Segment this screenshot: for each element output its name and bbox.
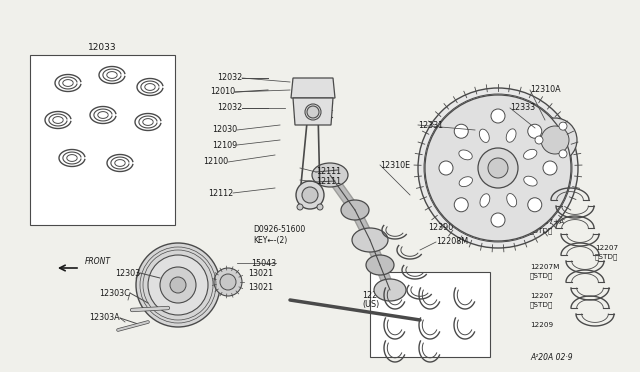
Ellipse shape — [459, 177, 472, 187]
Ellipse shape — [524, 150, 537, 159]
Ellipse shape — [459, 150, 472, 160]
Text: 〈STD〉: 〈STD〉 — [530, 273, 554, 279]
Circle shape — [424, 94, 572, 242]
Text: 12303A: 12303A — [90, 314, 120, 323]
Circle shape — [535, 136, 543, 144]
Text: A²20A 02·9: A²20A 02·9 — [530, 353, 573, 362]
Circle shape — [136, 243, 220, 327]
Ellipse shape — [507, 193, 516, 207]
Ellipse shape — [312, 163, 348, 187]
Circle shape — [559, 150, 567, 158]
Circle shape — [491, 109, 505, 123]
Text: 12207M: 12207M — [530, 264, 559, 270]
Text: 12032: 12032 — [217, 103, 242, 112]
Ellipse shape — [479, 129, 490, 142]
Text: 12209: 12209 — [530, 322, 553, 328]
Ellipse shape — [524, 176, 537, 186]
Text: 12207: 12207 — [595, 245, 618, 251]
Text: 12033: 12033 — [88, 44, 116, 52]
Text: 12310E: 12310E — [380, 160, 410, 170]
Text: 15043: 15043 — [251, 259, 276, 267]
Circle shape — [220, 274, 236, 290]
Text: 12310A: 12310A — [530, 86, 561, 94]
Text: 13021: 13021 — [248, 269, 273, 278]
Text: KEY←-(2): KEY←-(2) — [253, 235, 287, 244]
Text: 12208M: 12208M — [436, 237, 468, 247]
Polygon shape — [293, 98, 333, 125]
Text: FRONT: FRONT — [85, 257, 111, 266]
Text: 〈STD〉: 〈STD〉 — [530, 228, 554, 234]
Text: 〈STD〉: 〈STD〉 — [530, 202, 554, 208]
Circle shape — [307, 106, 319, 118]
Circle shape — [533, 118, 577, 162]
Text: D0926-51600: D0926-51600 — [253, 225, 305, 234]
Text: (US): (US) — [362, 301, 380, 310]
Polygon shape — [291, 78, 335, 98]
Circle shape — [528, 124, 542, 138]
Circle shape — [214, 268, 242, 296]
Ellipse shape — [374, 279, 406, 301]
Circle shape — [528, 198, 542, 212]
Ellipse shape — [480, 194, 490, 207]
Text: 〈STD〉: 〈STD〉 — [595, 254, 618, 260]
Text: 13021: 13021 — [248, 282, 273, 292]
Ellipse shape — [366, 255, 394, 275]
Circle shape — [302, 187, 318, 203]
Circle shape — [317, 204, 323, 210]
Circle shape — [418, 88, 578, 248]
Circle shape — [160, 267, 196, 303]
Circle shape — [148, 255, 208, 315]
Ellipse shape — [352, 228, 388, 252]
Text: 12010: 12010 — [210, 87, 235, 96]
Circle shape — [559, 122, 567, 130]
Circle shape — [425, 95, 571, 241]
Text: 12100: 12100 — [203, 157, 228, 167]
Text: 12333: 12333 — [510, 103, 535, 112]
Circle shape — [454, 198, 468, 212]
Circle shape — [170, 277, 186, 293]
Text: 12030: 12030 — [212, 125, 237, 135]
Bar — [30, 55, 175, 225]
Circle shape — [439, 161, 453, 175]
Text: 12111: 12111 — [316, 177, 341, 186]
Ellipse shape — [341, 200, 369, 220]
Text: 12109: 12109 — [212, 141, 237, 150]
Text: 〈STD〉: 〈STD〉 — [530, 302, 554, 308]
Text: 12207+A: 12207+A — [530, 219, 564, 225]
Text: 12303: 12303 — [115, 269, 140, 278]
Circle shape — [541, 126, 569, 154]
Text: 12207: 12207 — [530, 293, 553, 299]
Circle shape — [491, 213, 505, 227]
Ellipse shape — [506, 129, 516, 142]
Circle shape — [488, 158, 508, 178]
Circle shape — [296, 181, 324, 209]
Circle shape — [297, 204, 303, 210]
Text: 12112: 12112 — [208, 189, 233, 198]
Text: 12032: 12032 — [217, 74, 242, 83]
Circle shape — [478, 148, 518, 188]
Text: 12111: 12111 — [316, 167, 341, 176]
Text: 122075: 122075 — [362, 291, 392, 299]
Text: 12331: 12331 — [418, 121, 443, 129]
Bar — [370, 272, 490, 357]
Text: 12207+A: 12207+A — [530, 193, 564, 199]
Text: 12303C: 12303C — [99, 289, 130, 298]
Text: 12390: 12390 — [428, 224, 453, 232]
Text: 12200: 12200 — [365, 260, 390, 269]
Circle shape — [454, 124, 468, 138]
Circle shape — [543, 161, 557, 175]
